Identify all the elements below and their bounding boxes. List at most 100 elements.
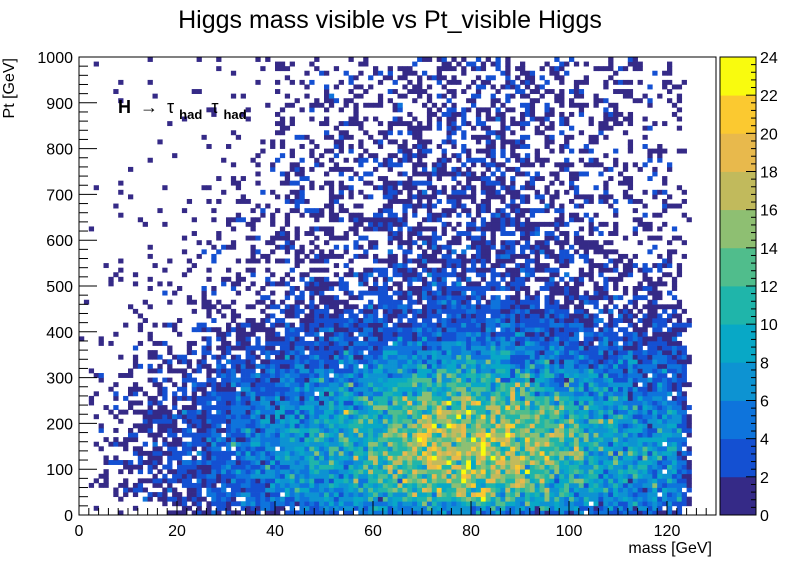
heatmap-cell: [387, 395, 393, 401]
heatmap-cell: [490, 423, 496, 429]
heatmap-cell: [235, 437, 242, 443]
heatmap-cell: [314, 57, 320, 62]
heatmap-cell: [255, 171, 261, 177]
heatmap-cell: [382, 446, 389, 452]
heatmap-cell: [441, 460, 447, 465]
heatmap-cell: [358, 176, 364, 182]
heatmap-cell: [235, 359, 242, 365]
heatmap-cell: [270, 299, 276, 305]
heatmap-cell: [373, 478, 379, 484]
heatmap-cell: [441, 189, 447, 195]
heatmap-cell: [284, 345, 291, 351]
heatmap-cell: [338, 418, 344, 424]
heatmap-cell: [387, 345, 393, 351]
heatmap-cell: [221, 405, 227, 411]
heatmap-cell: [422, 441, 428, 447]
heatmap-cell: [456, 290, 462, 296]
heatmap-cell: [363, 441, 369, 447]
heatmap-cell: [480, 107, 487, 113]
heatmap-cell: [407, 276, 413, 282]
heatmap-cell: [461, 89, 467, 94]
heatmap-cell: [191, 217, 197, 223]
heatmap-cell: [304, 198, 310, 204]
heatmap-cell: [485, 492, 491, 498]
heatmap-cell: [103, 437, 109, 443]
heatmap-cell: [265, 267, 271, 273]
heatmap-cell: [319, 258, 325, 264]
heatmap-cell: [402, 437, 408, 443]
heatmap-cell: [363, 130, 369, 136]
heatmap-cell: [152, 409, 158, 415]
heatmap-cell: [382, 391, 389, 397]
heatmap-cell: [510, 473, 516, 479]
heatmap-cell: [495, 359, 501, 365]
heatmap-cell: [500, 450, 506, 456]
heatmap-cell: [475, 455, 482, 461]
heatmap-cell: [216, 373, 222, 378]
heatmap-cell: [275, 414, 281, 420]
heatmap-cell: [343, 231, 349, 236]
heatmap-cell: [426, 432, 433, 438]
heatmap-cell: [172, 368, 178, 374]
heatmap-cell: [348, 308, 354, 314]
heatmap-cell: [196, 432, 202, 438]
heatmap-cell: [343, 249, 349, 255]
heatmap-cell: [211, 208, 217, 214]
heatmap-cell: [431, 450, 438, 456]
heatmap-cell: [358, 441, 364, 447]
heatmap-cell: [524, 322, 531, 328]
heatmap-cell: [284, 171, 291, 177]
heatmap-cell: [412, 336, 418, 342]
heatmap-cell: [368, 373, 374, 378]
heatmap-cell: [431, 368, 438, 374]
heatmap-cell: [529, 432, 536, 438]
heatmap-cell: [88, 400, 95, 406]
heatmap-cell: [456, 166, 462, 172]
heatmap-cell: [412, 231, 418, 236]
heatmap-cell: [368, 432, 374, 438]
heatmap-cell: [235, 510, 242, 516]
heatmap-cell: [407, 331, 413, 337]
heatmap-cell: [181, 405, 188, 411]
heatmap-cell: [363, 363, 369, 369]
heatmap-cell: [309, 249, 315, 255]
heatmap-cell: [235, 450, 242, 456]
heatmap-cell: [289, 478, 295, 484]
heatmap-cell: [480, 276, 487, 282]
heatmap-cell: [240, 386, 246, 392]
heatmap-cell: [500, 373, 506, 378]
heatmap-cell: [304, 327, 310, 333]
heatmap-cell: [495, 130, 501, 136]
heatmap-cell: [284, 354, 291, 360]
heatmap-cell: [392, 340, 398, 346]
heatmap-cell: [368, 350, 374, 356]
heatmap-cell: [348, 322, 354, 328]
heatmap-cell: [441, 382, 447, 388]
heatmap-cell: [451, 437, 457, 443]
heatmap-cell: [279, 377, 286, 383]
heatmap-cell: [275, 473, 281, 479]
heatmap-cell: [299, 391, 305, 397]
heatmap-cell: [387, 482, 393, 488]
heatmap-cell: [275, 487, 281, 493]
heatmap-cell: [324, 180, 330, 186]
heatmap-cell: [304, 345, 310, 351]
heatmap-cell: [524, 180, 531, 186]
heatmap-cell: [299, 373, 305, 378]
heatmap-cell: [235, 409, 242, 415]
heatmap-cell: [456, 313, 462, 319]
heatmap-cell: [426, 57, 433, 62]
heatmap-cell: [500, 226, 506, 232]
heatmap-cell: [304, 432, 310, 438]
heatmap-cell: [485, 446, 491, 452]
heatmap-cell: [471, 437, 477, 443]
heatmap-cell: [177, 386, 183, 392]
heatmap-cell: [294, 194, 300, 200]
heatmap-cell: [451, 313, 457, 319]
heatmap-cell: [524, 331, 531, 337]
heatmap-cell: [480, 473, 487, 479]
heatmap-cell: [319, 505, 325, 511]
heatmap-cell: [186, 258, 193, 264]
heatmap-cell: [358, 290, 364, 296]
heatmap-cell: [348, 134, 354, 140]
